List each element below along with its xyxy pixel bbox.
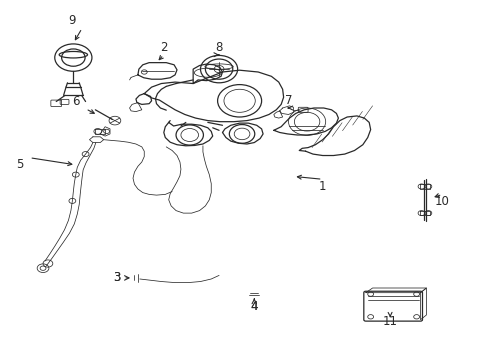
Text: 7: 7 — [284, 94, 292, 107]
Text: 2: 2 — [160, 41, 167, 54]
Text: 1: 1 — [318, 180, 326, 193]
Text: 8: 8 — [215, 41, 223, 54]
Text: 5: 5 — [16, 158, 23, 171]
Text: 4: 4 — [250, 300, 258, 313]
Text: 10: 10 — [434, 195, 449, 208]
Text: 3: 3 — [112, 271, 120, 284]
Text: 9: 9 — [68, 14, 76, 27]
Text: 6: 6 — [72, 95, 80, 108]
Text: 11: 11 — [382, 315, 397, 328]
Text: 3: 3 — [112, 271, 120, 284]
Text: 4: 4 — [250, 300, 258, 313]
